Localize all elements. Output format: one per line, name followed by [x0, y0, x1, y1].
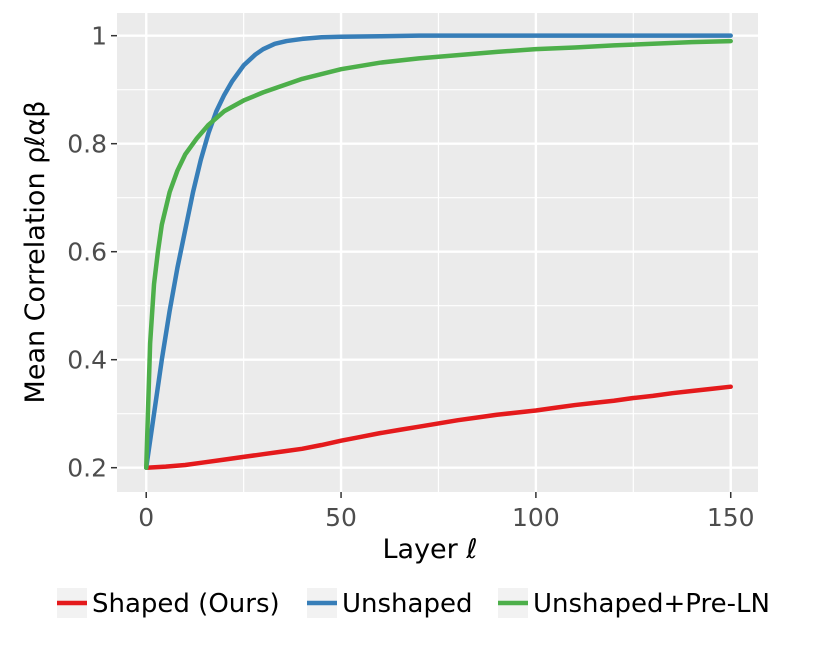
- x-tick-labels: 0 50 100 150: [138, 503, 754, 532]
- axis-ticks: [111, 34, 732, 498]
- y-tick-label: 0.8: [67, 130, 107, 159]
- legend-item: Shaped (Ours): [57, 588, 280, 619]
- legend-item: Unshaped: [307, 588, 472, 619]
- y-tick-label: 1: [91, 22, 107, 51]
- x-tick-label: 100: [512, 503, 560, 532]
- legend-item: Unshaped+Pre-LN: [498, 588, 770, 619]
- legend-label: Unshaped: [342, 589, 472, 619]
- series-line: [143, 38, 733, 470]
- x-axis-title: Layer ℓ: [382, 534, 477, 565]
- legend: Shaped (Ours) Unshaped Unshaped+Pre-LN: [57, 588, 770, 619]
- x-tick-label: 150: [707, 503, 755, 532]
- y-tick-label: 0.6: [67, 238, 107, 267]
- x-tick-label: 50: [325, 503, 357, 532]
- legend-label: Shaped (Ours): [92, 589, 280, 619]
- y-tick-label: 0.4: [67, 346, 107, 375]
- series-line: [143, 33, 733, 470]
- series-lines: [143, 33, 733, 470]
- legend-label: Unshaped+Pre-LN: [533, 589, 770, 619]
- y-axis-title: Mean Correlation ρℓαβ: [20, 101, 51, 404]
- x-tick-label: 0: [138, 503, 154, 532]
- series-line: [143, 384, 733, 470]
- y-tick-labels: 0.2 0.4 0.6 0.8 1: [67, 22, 107, 483]
- y-tick-label: 0.2: [67, 454, 107, 483]
